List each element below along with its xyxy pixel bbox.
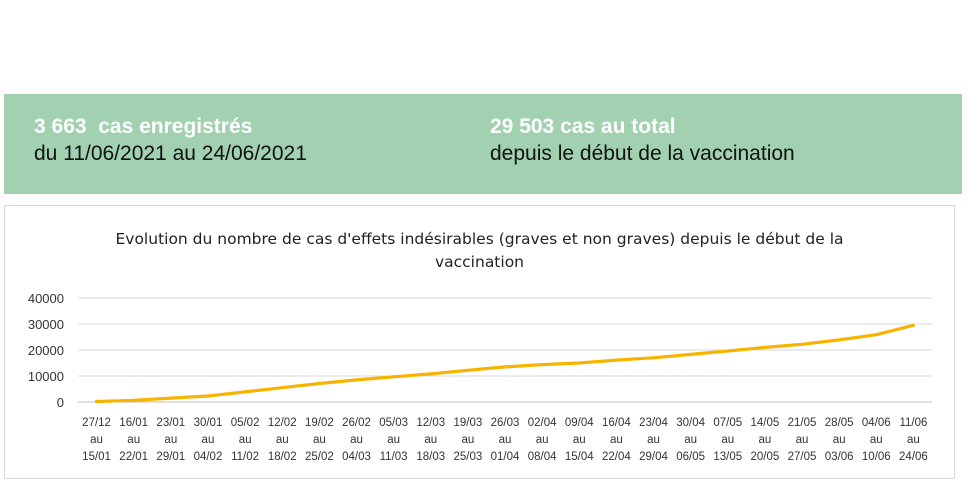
chart-title: Evolution du nombre de cas d'effets indé… <box>5 228 954 274</box>
x-tick-label: 26/02 <box>342 417 371 429</box>
x-tick-label: 18/02 <box>268 451 297 463</box>
total-cases-since: depuis le début de la vaccination <box>490 142 795 165</box>
x-tick-label: au <box>424 434 437 446</box>
total-cases-stat: 29 503 cas au total depuis le début de l… <box>490 114 795 168</box>
period-cases-dates: du 11/06/2021 au 24/06/2021 <box>34 142 307 165</box>
x-tick-label: 26/03 <box>491 417 520 429</box>
x-tick-label: 19/03 <box>453 417 482 429</box>
x-tick-label: au <box>684 434 697 446</box>
x-tick-label: au <box>759 434 772 446</box>
x-tick-label: 24/06 <box>899 451 928 463</box>
x-tick-label: au <box>90 434 103 446</box>
period-cases-headline: 3 663 cas enregistrés <box>34 115 253 138</box>
x-tick-label: 16/04 <box>602 417 631 429</box>
x-tick-label: 05/02 <box>231 417 260 429</box>
x-tick-label: au <box>833 434 846 446</box>
x-tick-label: au <box>461 434 474 446</box>
x-tick-label: 04/06 <box>862 417 891 429</box>
x-tick-label: 18/03 <box>416 451 445 463</box>
x-tick-label: 14/05 <box>751 417 780 429</box>
x-tick-label: 25/03 <box>453 451 482 463</box>
chart-container: Evolution du nombre de cas d'effets indé… <box>4 205 955 479</box>
x-tick-label: 10/06 <box>862 451 891 463</box>
x-tick-label: 27/05 <box>788 451 817 463</box>
x-tick-label: 03/06 <box>825 451 854 463</box>
x-tick-label: au <box>907 434 920 446</box>
y-tick-label: 10000 <box>28 369 64 384</box>
x-tick-label: au <box>721 434 734 446</box>
period-cases-stat: 3 663 cas enregistrés du 11/06/2021 au 2… <box>34 114 307 168</box>
x-tick-label: 27/12 <box>82 417 111 429</box>
x-tick-label: 12/03 <box>416 417 445 429</box>
x-tick-label: au <box>647 434 660 446</box>
x-tick-label: 02/04 <box>528 417 557 429</box>
x-tick-label: 23/01 <box>156 417 185 429</box>
y-tick-label: 20000 <box>28 343 64 358</box>
x-tick-label: 01/04 <box>491 451 520 463</box>
x-tick-label: 28/05 <box>825 417 854 429</box>
x-tick-label: 25/02 <box>305 451 334 463</box>
x-tick-label: 23/04 <box>639 417 668 429</box>
x-tick-label: 22/01 <box>119 451 148 463</box>
x-tick-label: au <box>127 434 140 446</box>
summary-banner: 3 663 cas enregistrés du 11/06/2021 au 2… <box>4 94 962 194</box>
x-tick-label: 16/01 <box>119 417 148 429</box>
x-tick-label: au <box>276 434 289 446</box>
x-tick-label: au <box>350 434 363 446</box>
x-tick-label: au <box>164 434 177 446</box>
x-tick-label: 07/05 <box>713 417 742 429</box>
x-tick-label: 22/04 <box>602 451 631 463</box>
x-tick-label: 19/02 <box>305 417 334 429</box>
x-tick-label: au <box>573 434 586 446</box>
x-tick-label: 11/06 <box>899 417 927 429</box>
x-tick-label: 21/05 <box>788 417 817 429</box>
total-cases-headline: 29 503 cas au total <box>490 115 676 138</box>
x-tick-label: au <box>239 434 252 446</box>
x-tick-label: au <box>202 434 215 446</box>
x-tick-label: 06/05 <box>676 451 705 463</box>
y-tick-label: 30000 <box>28 317 64 332</box>
x-tick-label: au <box>536 434 549 446</box>
y-tick-label: 40000 <box>28 291 64 306</box>
x-tick-label: au <box>796 434 809 446</box>
x-tick-label: 05/03 <box>379 417 408 429</box>
series-line <box>94 323 916 404</box>
y-tick-label: 0 <box>57 395 64 410</box>
x-tick-label: 20/05 <box>751 451 780 463</box>
x-tick-label: au <box>610 434 623 446</box>
x-tick-label: 30/04 <box>676 417 705 429</box>
x-tick-label: au <box>313 434 326 446</box>
x-tick-label: au <box>499 434 512 446</box>
x-tick-label: 08/04 <box>528 451 557 463</box>
x-tick-label: 12/02 <box>268 417 297 429</box>
x-tick-label: 11/03 <box>380 451 408 463</box>
x-tick-label: 11/02 <box>231 451 259 463</box>
x-tick-label: 30/01 <box>194 417 223 429</box>
chart-title-text: Evolution du nombre de cas d'effets indé… <box>115 230 844 271</box>
x-tick-label: 29/04 <box>639 451 668 463</box>
x-tick-label: 04/03 <box>342 451 371 463</box>
x-tick-label: 15/04 <box>565 451 594 463</box>
x-tick-label: au <box>870 434 883 446</box>
x-tick-label: au <box>387 434 400 446</box>
x-tick-label: 13/05 <box>713 451 742 463</box>
x-tick-label: 15/01 <box>82 451 111 463</box>
x-tick-label: 04/02 <box>194 451 223 463</box>
x-tick-label: 09/04 <box>565 417 594 429</box>
x-tick-label: 29/01 <box>156 451 185 463</box>
